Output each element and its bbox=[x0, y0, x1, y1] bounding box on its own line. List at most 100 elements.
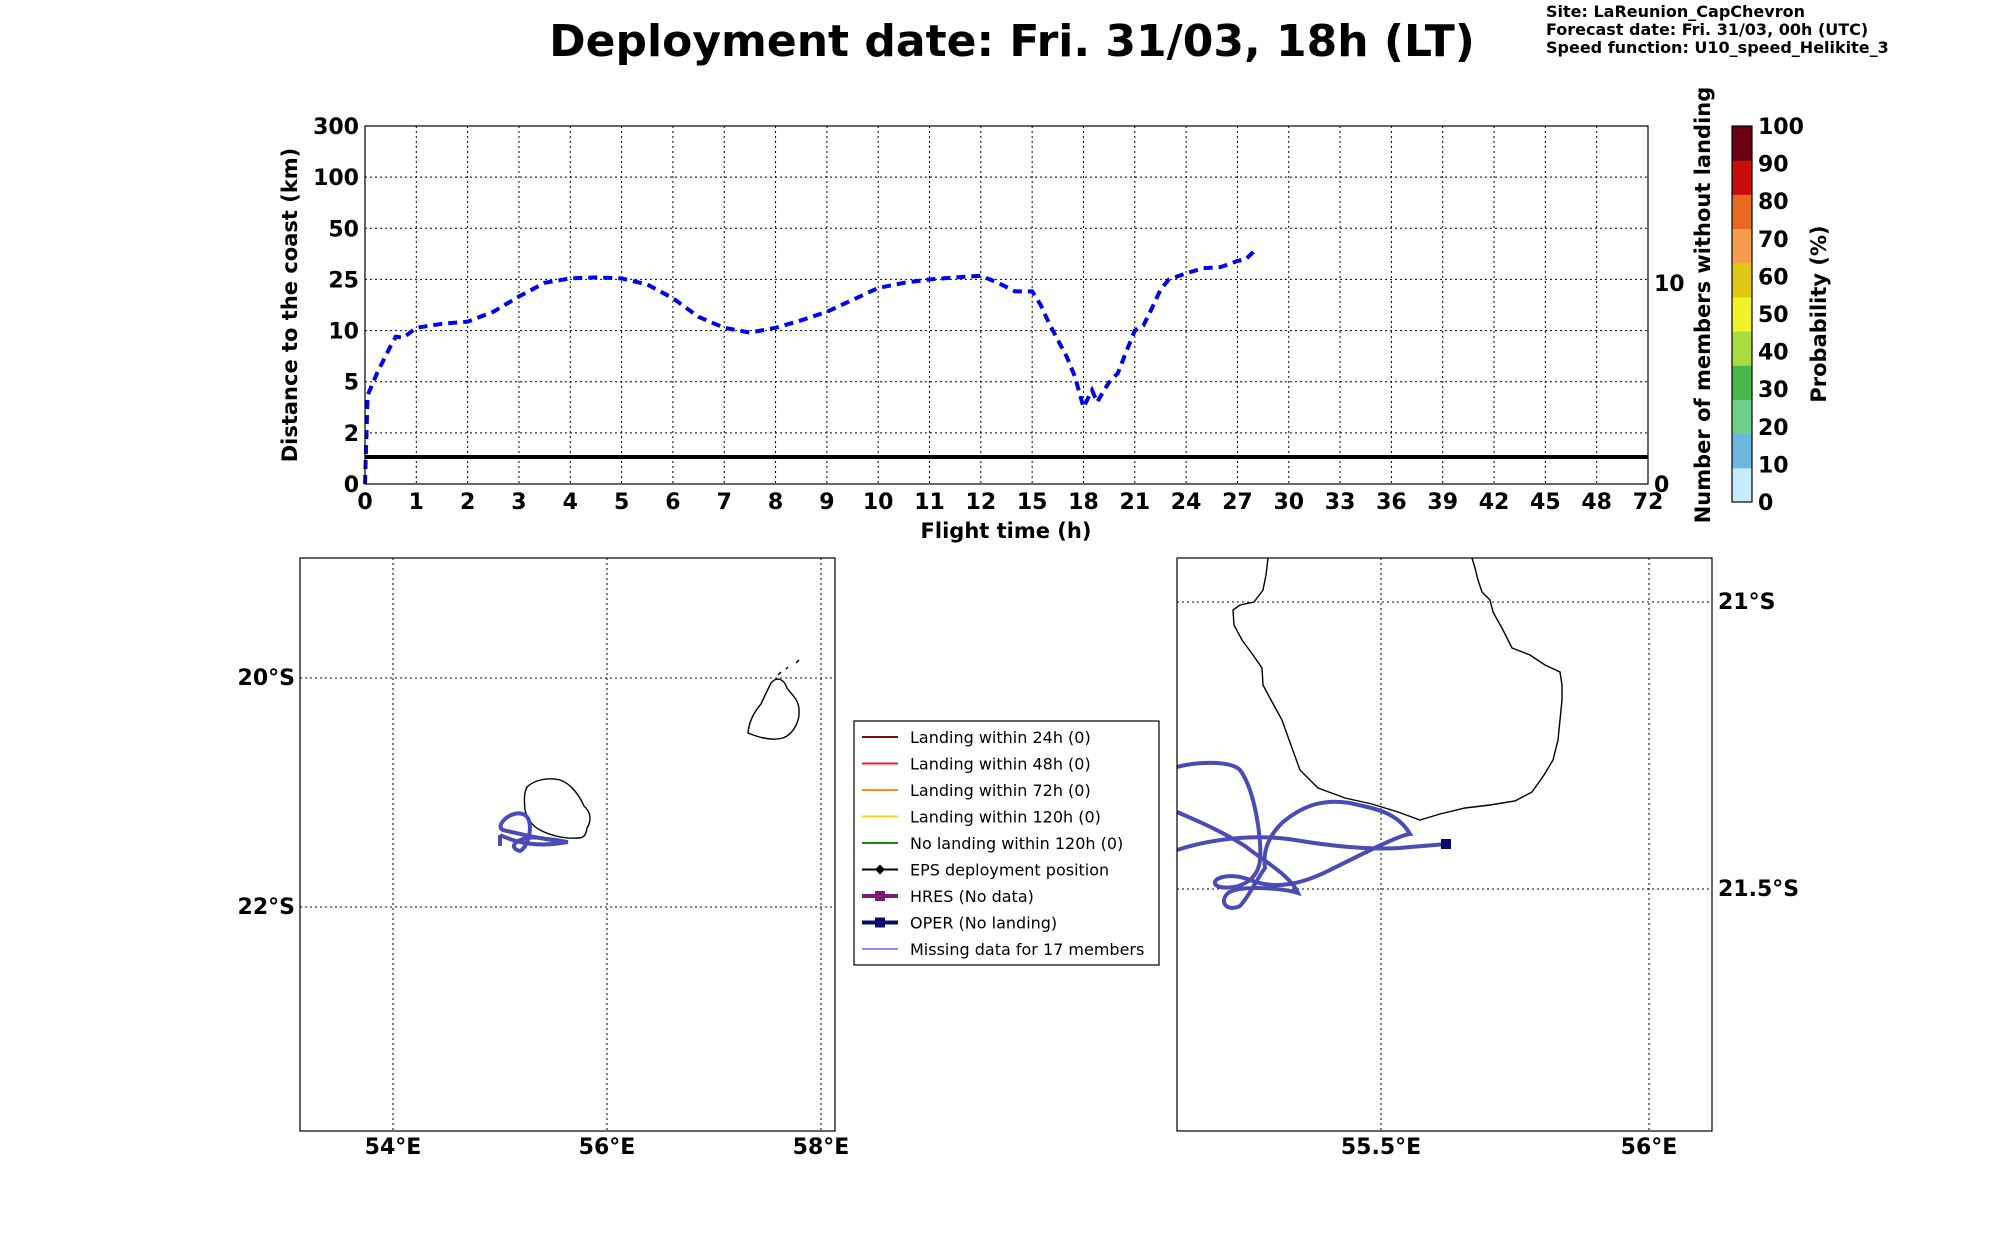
legend-marker bbox=[875, 864, 885, 875]
legend-entry: OPER (No landing) bbox=[862, 914, 1057, 933]
legend-entry: Landing within 24h (0) bbox=[862, 728, 1091, 747]
y2-axis-label: Number of members without landing bbox=[1691, 87, 1715, 524]
x-tick-label: 27 bbox=[1222, 490, 1253, 515]
colorbar-tick-label: 90 bbox=[1758, 153, 1789, 178]
x-tick-label: 5 bbox=[614, 490, 629, 515]
y-tick-label: 100 bbox=[313, 166, 359, 191]
small-islets bbox=[777, 659, 800, 676]
speed-function-label: Speed function: U10_speed_Helikite_3 bbox=[1546, 38, 1889, 57]
chart-grid bbox=[365, 126, 1648, 484]
x-tick-label: 9 bbox=[819, 490, 834, 515]
legend-label: No landing within 120h (0) bbox=[910, 834, 1123, 853]
colorbar-tick-label: 30 bbox=[1758, 378, 1789, 403]
x-tick-label: 0 bbox=[357, 490, 372, 515]
colorbar-cell bbox=[1732, 399, 1752, 435]
colorbar-cell bbox=[1732, 126, 1752, 161]
colorbar-tick-label: 100 bbox=[1758, 115, 1804, 140]
x-tick-label: 48 bbox=[1581, 490, 1612, 515]
colorbar-cell bbox=[1732, 331, 1752, 366]
colorbar-tick-label: 40 bbox=[1758, 341, 1789, 366]
distance-chart: 0 1 2 3 4 5 6 7 8 9 10 11 12 15 18 21 24 27 30 33 36 39 42 45 48… bbox=[278, 87, 1715, 543]
legend-marker bbox=[875, 891, 885, 901]
map-right-frame bbox=[1176, 557, 1713, 1132]
x-tick-label: 72 bbox=[1633, 490, 1664, 515]
x-tick-label: 2 bbox=[460, 490, 475, 515]
colorbar-cell bbox=[1732, 433, 1752, 469]
map-left-lat-label: 22°S bbox=[238, 895, 295, 920]
legend-entry: HRES (No data) bbox=[862, 887, 1034, 906]
chart-plot-frame bbox=[364, 125, 1649, 485]
legend-entry: Landing within 48h (0) bbox=[862, 755, 1091, 774]
zoom-map: 55.5°E 56°E 21°S 21.5°S bbox=[1176, 557, 1799, 1160]
legend-marker bbox=[875, 917, 885, 928]
map-right-trajectories bbox=[1176, 760, 1448, 910]
legend-label: Landing within 120h (0) bbox=[910, 808, 1101, 827]
map-right-lat-label: 21.5°S bbox=[1718, 877, 1799, 902]
legend-label: Landing within 48h (0) bbox=[910, 755, 1091, 774]
reunion-island-outline-zoomed bbox=[1232, 557, 1563, 821]
colorbar-title: Probability (%) bbox=[1807, 225, 1831, 402]
colorbar-cell bbox=[1732, 160, 1752, 195]
x-tick-label: 36 bbox=[1376, 490, 1407, 515]
x-tick-label: 24 bbox=[1171, 490, 1202, 515]
map-right-lon-label: 56°E bbox=[1621, 1135, 1678, 1160]
x-tick-label: 45 bbox=[1530, 490, 1561, 515]
colorbar-frame bbox=[1731, 125, 1753, 503]
colorbar-cell bbox=[1732, 262, 1752, 298]
colorbar-cells bbox=[1732, 126, 1752, 503]
colorbar-tick-label: 50 bbox=[1758, 303, 1789, 328]
x-tick-label: 42 bbox=[1479, 490, 1510, 515]
x-tick-label: 18 bbox=[1068, 490, 1099, 515]
map-left-lon-label: 54°E bbox=[365, 1135, 422, 1160]
x-axis-label: Flight time (h) bbox=[921, 519, 1092, 543]
y-tick-label: 0 bbox=[344, 473, 359, 498]
y2-tick-label: 0 bbox=[1654, 473, 1669, 498]
colorbar-cell bbox=[1732, 228, 1752, 264]
mauritius-island-outline bbox=[747, 678, 800, 740]
legend-entry: EPS deployment position bbox=[862, 861, 1109, 880]
x-tick-label: 15 bbox=[1017, 490, 1048, 515]
reunion-island-outline bbox=[523, 778, 591, 839]
overview-map: 54°E 56°E 58°E 20°S 22°S bbox=[238, 557, 849, 1160]
y-axis-label: Distance to the coast (km) bbox=[278, 148, 302, 463]
figure-title: Deployment date: Fri. 31/03, 18h (LT) bbox=[549, 16, 1475, 67]
site-label: Site: LaReunion_CapChevron bbox=[1546, 2, 1805, 21]
distance-series-line bbox=[363, 249, 1256, 485]
map-left-frame bbox=[299, 557, 836, 1132]
y-tick-label: 5 bbox=[344, 371, 359, 396]
colorbar-tick-labels: 0 10 20 30 40 50 60 70 80 90 100 bbox=[1758, 115, 1804, 516]
x-tick-label: 6 bbox=[665, 490, 680, 515]
y2-tick-label: 10 bbox=[1654, 272, 1685, 297]
y-tick-label: 10 bbox=[328, 320, 359, 345]
map-right-lon-label: 55.5°E bbox=[1341, 1135, 1421, 1160]
oper-deployment-marker bbox=[1441, 839, 1451, 849]
legend-label: Missing data for 17 members bbox=[910, 940, 1144, 959]
legend-entry: Landing within 72h (0) bbox=[862, 781, 1091, 800]
legend-label: OPER (No landing) bbox=[910, 914, 1057, 933]
legend-label: Landing within 72h (0) bbox=[910, 781, 1091, 800]
x-tick-label: 30 bbox=[1273, 490, 1304, 515]
x-tick-label: 12 bbox=[966, 490, 997, 515]
y-tick-label: 300 bbox=[313, 115, 359, 140]
colorbar-cell bbox=[1732, 365, 1752, 400]
legend-label: Landing within 24h (0) bbox=[910, 728, 1091, 747]
probability-colorbar: 0 10 20 30 40 50 60 70 80 90 100 Probability (%) bbox=[1731, 115, 1831, 516]
colorbar-tick-label: 70 bbox=[1758, 228, 1789, 253]
legend-label: EPS deployment position bbox=[910, 861, 1109, 880]
x-tick-label: 3 bbox=[511, 490, 526, 515]
y-tick-label: 50 bbox=[328, 217, 359, 242]
y2-tick-labels: 0 10 bbox=[1654, 272, 1685, 498]
map-left-lat-label: 20°S bbox=[238, 666, 295, 691]
y-tick-label: 2 bbox=[344, 422, 359, 447]
colorbar-cell bbox=[1732, 194, 1752, 230]
legend-label: HRES (No data) bbox=[910, 887, 1034, 906]
colorbar-tick-label: 20 bbox=[1758, 416, 1789, 441]
y-tick-label: 25 bbox=[328, 268, 359, 293]
colorbar-cell bbox=[1732, 467, 1752, 503]
map-right-lat-label: 21°S bbox=[1718, 590, 1775, 615]
legend-entry: No landing within 120h (0) bbox=[862, 834, 1123, 853]
legend: Landing within 24h (0) Landing within 48h… bbox=[853, 720, 1160, 966]
x-tick-label: 7 bbox=[717, 490, 732, 515]
colorbar-tick-label: 0 bbox=[1758, 491, 1773, 516]
